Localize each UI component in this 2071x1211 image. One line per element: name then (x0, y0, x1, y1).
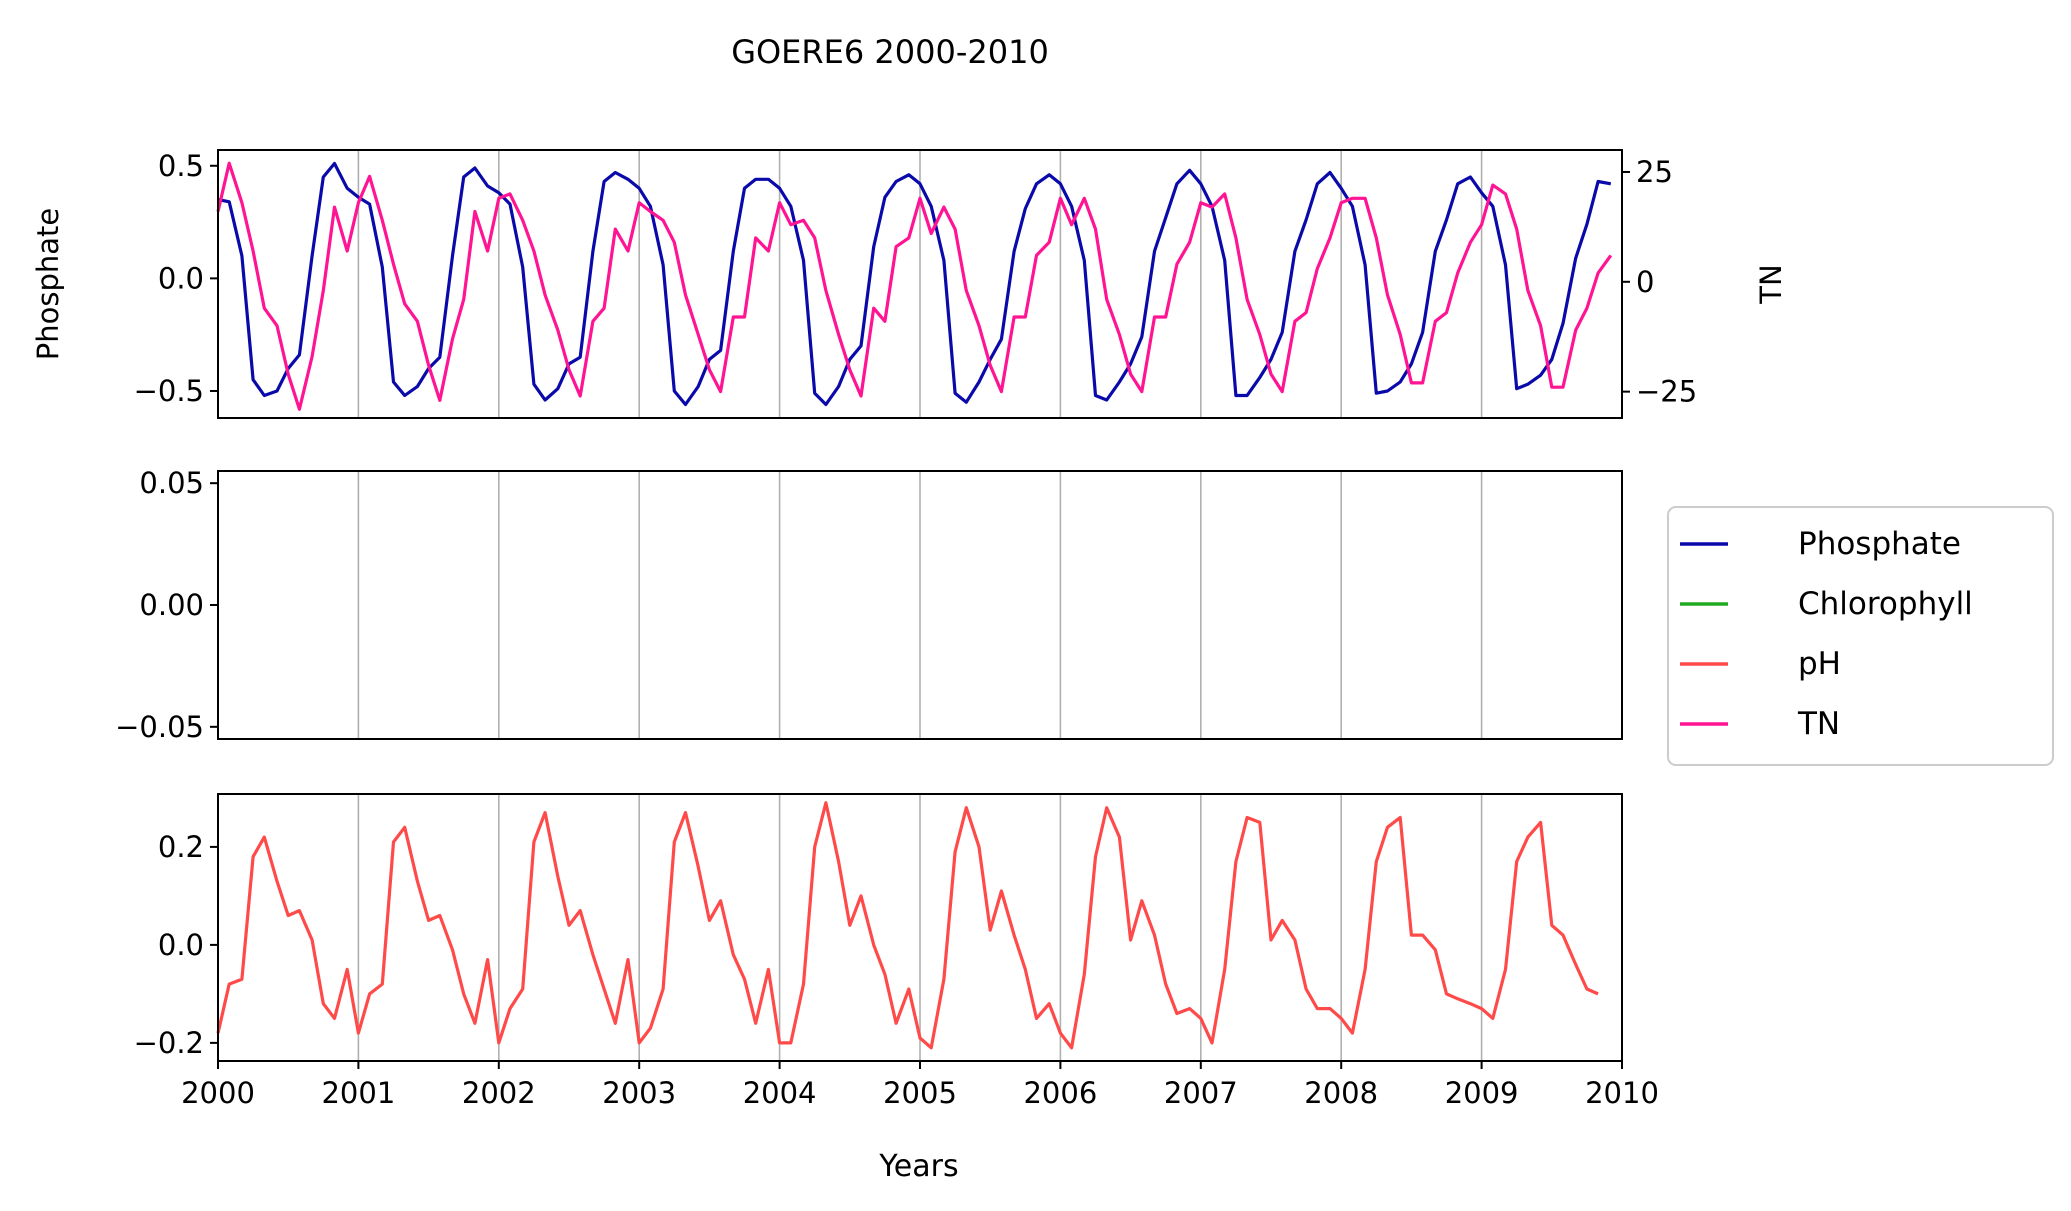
y-axis-label-tn: TN (1754, 264, 1788, 304)
series-line-phosphate (217, 161, 1612, 407)
y-tick-label: 0.00 (139, 588, 204, 622)
panel-phosphate-tn: 0.5 0.0 −0.5 25 0 −25 Phosphate TN (31, 149, 1788, 419)
y-tick-label: 0.2 (158, 830, 204, 864)
y-tick-label: −0.2 (134, 1026, 204, 1060)
panel-ph-grid (357, 794, 1483, 1061)
legend-label: Chlorophyll (1798, 586, 1973, 622)
x-tick-label: 2005 (883, 1076, 957, 1110)
legend-label: Phosphate (1798, 526, 1961, 562)
x-tick-label: 2007 (1164, 1076, 1238, 1110)
y-tick-label: −0.5 (134, 374, 204, 408)
panel-ph-series (216, 801, 1599, 1050)
panel-ph: 0.20.0−0.2 2000 2001 2002 2003 2004 2005 2006 2… (134, 793, 1659, 1110)
x-tick-label: 2001 (321, 1076, 395, 1110)
x-tick-label: 2002 (462, 1076, 536, 1110)
y-tick-label: −0.05 (115, 710, 204, 744)
legend: Phosphate Chlorophyll pH TN (1667, 506, 2054, 766)
x-tick-label: 2006 (1023, 1076, 1097, 1110)
x-tick-label: 2000 (181, 1076, 255, 1110)
panel-ph-y-ticks: 0.2 0.0 −0.2 (134, 830, 218, 1060)
y-tick-label: 0.0 (158, 261, 204, 295)
panel-chlorophyll-grid (357, 471, 1483, 739)
series-line-ph (216, 801, 1599, 1050)
panel-phosphate-tn-series (216, 161, 1613, 411)
panel-phosphate-tn-y2-ticks: 25 0 −25 (1622, 155, 1697, 409)
legend-box (1667, 506, 2054, 766)
panel-chlorophyll: 0.05 0.00 −0.05 (115, 466, 1623, 744)
panel-chlorophyll-y-ticks: 0.05 0.00 −0.05 (115, 466, 218, 744)
panel-phosphate-tn-y-ticks: 0.5 0.0 −0.5 (134, 149, 218, 408)
legend-label: pH (1798, 646, 1841, 682)
x-tick-label: 2003 (602, 1076, 676, 1110)
x-axis-label: Years (878, 1149, 958, 1184)
y2-tick-label: −25 (1636, 375, 1697, 409)
legend-label: TN (1797, 706, 1840, 742)
legend-entries: Phosphate Chlorophyll pH TN (1680, 526, 1973, 742)
y2-tick-label: 25 (1636, 155, 1673, 189)
y-tick-label: 0.05 (139, 466, 204, 500)
x-tick-label: 2009 (1445, 1076, 1519, 1110)
y-tick-label: 0.5 (158, 149, 204, 183)
panel-phosphate-tn-frame (217, 149, 1623, 419)
x-tick-label: 2004 (743, 1076, 817, 1110)
y2-tick-label: 0 (1636, 265, 1654, 299)
x-tick-label: 2008 (1304, 1076, 1378, 1110)
chart-title: GOERE6 2000-2010 (731, 33, 1049, 71)
x-axis-ticks: 2000 2001 2002 2003 2004 2005 2006 2007 2008 2009… (181, 1061, 1659, 1110)
y-tick-label: 0.0 (158, 928, 204, 962)
x-tick-label: 2010 (1585, 1076, 1659, 1110)
y-axis-label-phosphate: Phosphate (31, 208, 65, 361)
series-line-tn (216, 161, 1613, 411)
